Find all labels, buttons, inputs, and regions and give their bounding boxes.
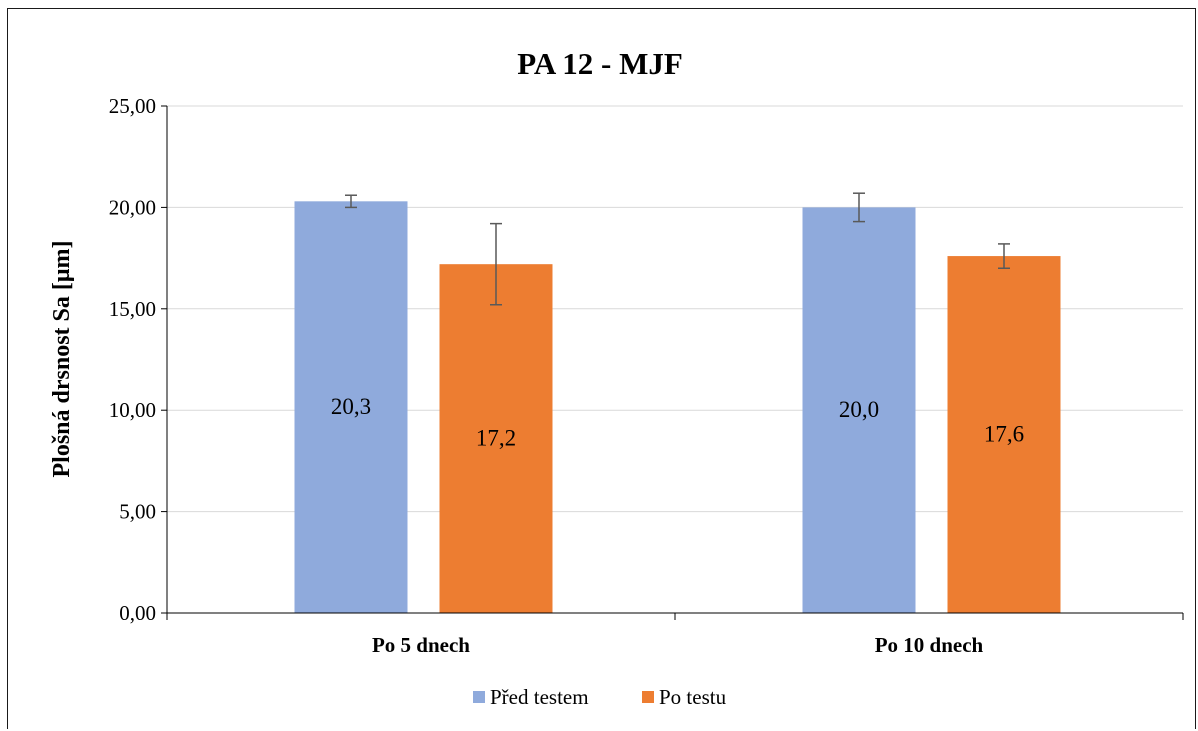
y-tick-label: 25,00: [109, 94, 156, 118]
bar: [439, 264, 553, 613]
x-category-label: Po 5 dnech: [372, 633, 470, 657]
bar: [802, 207, 916, 613]
y-tick-label: 20,00: [109, 195, 156, 219]
y-axis-title: Plošná drsnost Sa [μm]: [49, 241, 75, 478]
y-tick-label: 0,00: [119, 601, 156, 625]
legend: Před testem Po testu: [473, 685, 727, 709]
legend-label-0: Před testem: [490, 685, 589, 709]
x-axis-labels: Po 5 dnech Po 10 dnech: [372, 633, 984, 657]
y-axis-ticks: 0,00 5,00 10,00 15,00 20,00 25,00: [109, 94, 167, 625]
legend-label-1: Po testu: [659, 685, 727, 709]
legend-swatch-0: [473, 691, 485, 703]
y-tick-label: 5,00: [119, 500, 156, 524]
y-tick-label: 10,00: [109, 398, 156, 422]
legend-swatch-1: [642, 691, 654, 703]
bars: [294, 201, 1061, 614]
error-bars: [345, 192, 1010, 306]
data-labels: 20,3 17,2 20,0 17,6: [331, 394, 1024, 450]
y-tick-label: 15,00: [109, 297, 156, 321]
bar: [294, 201, 408, 614]
chart-title: PA 12 - MJF: [517, 46, 683, 81]
bar: [947, 256, 1061, 613]
x-axis-ticks: [166, 613, 1184, 620]
data-label: 20,3: [331, 394, 371, 419]
data-label: 17,2: [476, 426, 516, 451]
x-category-label: Po 10 dnech: [875, 633, 984, 657]
data-label: 20,0: [839, 397, 879, 422]
data-label: 17,6: [984, 422, 1024, 447]
